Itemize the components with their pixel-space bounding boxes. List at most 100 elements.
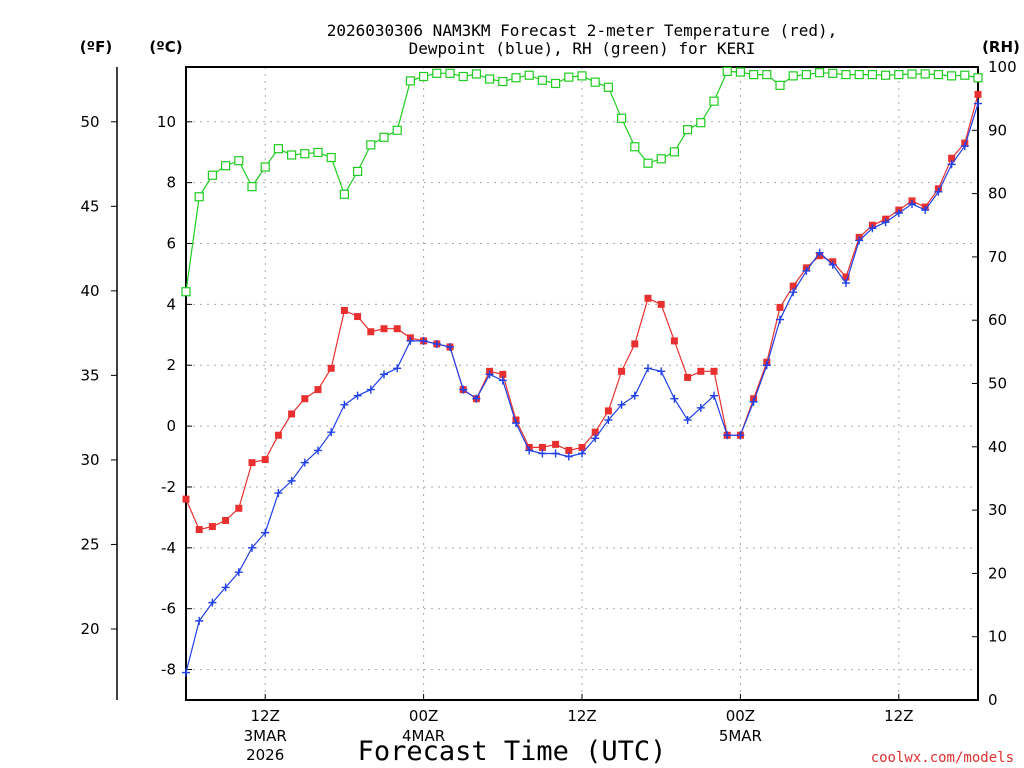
- rh-point: [828, 68, 838, 78]
- dewpoint-point: [485, 370, 494, 379]
- celsius-tick-label: 10: [157, 113, 176, 131]
- dewpoint-point: [881, 218, 890, 227]
- temperature-point: [618, 367, 626, 375]
- rh-point: [194, 192, 204, 202]
- temperature-point: [710, 367, 718, 375]
- rh-point: [537, 75, 548, 85]
- dewpoint-point: [234, 568, 243, 577]
- rh-point: [419, 71, 429, 82]
- temperature-point: [948, 154, 956, 162]
- dewpoint-point: [393, 364, 402, 373]
- rh-point: [353, 166, 363, 177]
- dewpoint-point: [908, 199, 916, 208]
- rh-tick-label: 70: [988, 248, 1007, 266]
- rh-point: [748, 69, 759, 80]
- temperature-point: [195, 526, 203, 534]
- rh-point: [603, 82, 614, 92]
- dewpoint-point: [564, 452, 573, 461]
- dewpoint-point: [353, 391, 362, 400]
- rh-point: [722, 66, 732, 77]
- rh-tick-label: 30: [988, 501, 1007, 519]
- temperature-point: [776, 303, 784, 311]
- celsius-tick-label: -4: [161, 539, 176, 557]
- temperature-point: [288, 410, 296, 418]
- temperature-point: [261, 456, 269, 464]
- temperature-point: [644, 294, 652, 302]
- dewpoint-point: [960, 142, 969, 151]
- rh-point: [590, 77, 600, 87]
- rh-point: [471, 69, 481, 79]
- rh-point: [933, 69, 944, 80]
- x-tick-year: 2026: [246, 746, 284, 764]
- dewpoint-point: [525, 446, 534, 455]
- temperature-point: [565, 446, 573, 454]
- fahrenheit-tick-label: 30: [80, 451, 99, 469]
- rh-line: [185, 70, 979, 292]
- rh-tick-label: 0: [988, 691, 998, 709]
- dewpoint-point: [380, 370, 388, 379]
- temperature-point: [578, 443, 586, 451]
- rh-point: [946, 71, 957, 81]
- dewpoint-point: [261, 528, 270, 537]
- dewpoint-point: [591, 434, 600, 443]
- rh-point: [814, 68, 825, 78]
- dewpoint-point: [934, 187, 943, 196]
- rh-point: [656, 154, 666, 164]
- dewpoint-point: [657, 367, 666, 376]
- rh-point: [405, 76, 415, 86]
- rh-tick-label: 20: [988, 564, 1007, 582]
- rh-point: [577, 71, 587, 81]
- temperature-point: [657, 300, 665, 308]
- dewpoint-point: [221, 583, 230, 592]
- rh-point: [339, 189, 349, 199]
- rh-point: [630, 142, 640, 152]
- rh-point: [379, 132, 389, 142]
- x-tick-label: 12Z: [251, 707, 280, 725]
- dewpoint-point: [538, 449, 547, 458]
- series-layer: [181, 66, 983, 677]
- dewpoint-point: [947, 160, 956, 169]
- dewpoint-point: [749, 397, 758, 406]
- dewpoint-point: [182, 668, 190, 677]
- temperature-point: [974, 90, 982, 98]
- dewpoint-point: [894, 209, 903, 218]
- rh-point: [973, 73, 983, 83]
- rh-point: [960, 70, 970, 80]
- temperature-point: [222, 516, 230, 524]
- rh-point: [287, 150, 297, 160]
- rh-point: [854, 69, 864, 80]
- temperature-point: [274, 431, 282, 439]
- chart-title-line2: Dewpoint (blue), RH (green) for KERI: [409, 39, 756, 58]
- rh-point: [207, 170, 217, 180]
- fahrenheit-tick-label: 25: [80, 535, 99, 553]
- rh-point: [485, 74, 495, 84]
- temperature-point: [182, 495, 190, 503]
- rh-point: [524, 70, 534, 80]
- dewpoint-point: [630, 391, 639, 400]
- temperature-point: [327, 364, 335, 372]
- temperature-point: [684, 373, 692, 381]
- rh-point: [366, 140, 376, 150]
- celsius-tick-label: 4: [166, 295, 176, 313]
- temperature-point: [393, 325, 401, 333]
- dewpoint-point: [762, 361, 771, 370]
- dewpoint-point: [287, 476, 296, 485]
- celsius-tick-label: 8: [166, 174, 176, 192]
- rh-tick-label: 40: [988, 438, 1007, 456]
- dewpoint-point: [208, 598, 217, 607]
- temperature-point: [670, 337, 678, 345]
- x-tick-label: 00Z: [726, 707, 755, 725]
- dewpoint-point: [644, 364, 652, 373]
- dewpoint-point: [195, 616, 204, 625]
- credit-text: coolwx.com/models: [871, 750, 1014, 766]
- rh-point: [894, 69, 904, 80]
- rh-point: [867, 69, 878, 80]
- dewpoint-point: [921, 206, 930, 215]
- dewpoint-point: [300, 458, 309, 467]
- x-tick-date: 5MAR: [719, 727, 762, 745]
- celsius-tick-label: 6: [166, 235, 176, 253]
- fahrenheit-tick-label: 35: [80, 366, 99, 384]
- celsius-tick-group: -8 -6 -4 -2 0 2 4 6 8 10: [157, 113, 192, 679]
- fahrenheit-tick-group: 20 25 30 35 40 45 50: [80, 113, 117, 638]
